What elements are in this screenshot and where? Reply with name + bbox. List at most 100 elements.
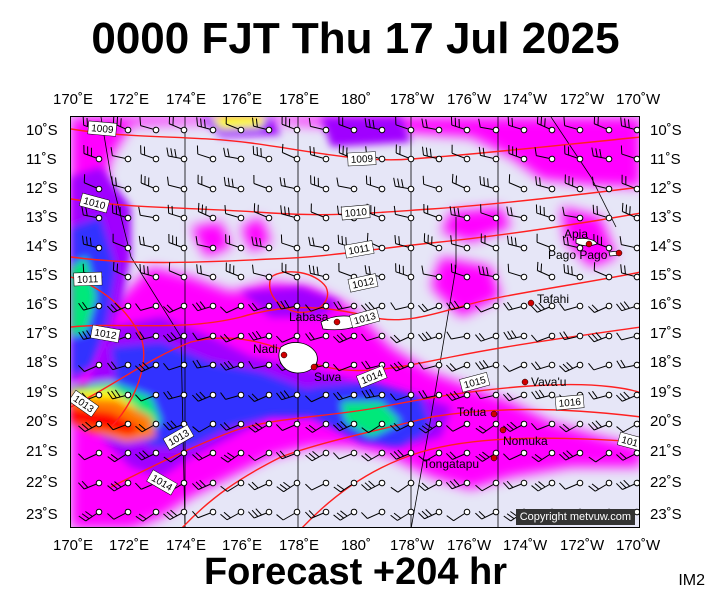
wind-barb (135, 391, 160, 402)
wind-barb (220, 479, 245, 492)
wind-barb (276, 479, 301, 493)
lat-label: 15˚S (650, 267, 682, 284)
wind-barb (508, 174, 528, 193)
forecast-label: Forecast +204 hr (203, 551, 508, 593)
lon-label: 174˚E (166, 537, 207, 554)
pago-pago-marker (615, 249, 623, 257)
wind-barb (616, 359, 639, 369)
tafahi-marker (527, 299, 535, 307)
wind-barb (139, 117, 160, 134)
wind-barb (338, 117, 358, 134)
lat-label: 19˚S (650, 384, 682, 401)
lon-label: 170˚E (53, 91, 94, 108)
wind-barb (248, 479, 273, 491)
wind-barb (393, 205, 415, 222)
wind-barb (196, 145, 217, 163)
copyright-badge: Copyright metvuw.com (515, 509, 635, 525)
wind-barb (588, 302, 613, 313)
wind-barb (503, 361, 528, 372)
weather-map[interactable]: Apia Pago Pago Tafahi Labasa Nadi Suva V… (70, 116, 640, 528)
wind-barb (365, 175, 386, 193)
lon-label: 174˚W (503, 537, 548, 554)
wind-barb (559, 420, 584, 433)
lat-label: 12˚S (26, 180, 58, 197)
wind-barb (531, 361, 556, 371)
wind-barb (83, 174, 103, 193)
wind-barb (78, 420, 103, 432)
wind-barb (111, 176, 132, 193)
wind-barb (503, 449, 528, 461)
wind-barb (564, 174, 584, 193)
wind-barb (535, 176, 556, 193)
wind-barb (107, 361, 132, 371)
wind-barb (479, 176, 500, 193)
wind-barb (390, 449, 415, 460)
wind-barb (621, 174, 639, 193)
lon-label: 176˚W (447, 91, 492, 108)
lat-label: 20˚S (650, 413, 682, 430)
wind-barb (423, 203, 443, 222)
wind-barb (507, 235, 528, 252)
wind-barb (163, 508, 188, 520)
isobar-label: 101 (620, 435, 639, 450)
wind-barb (593, 117, 613, 134)
place-label: Tofua (457, 405, 487, 419)
wind-barb (139, 264, 160, 281)
wind-barb (620, 264, 639, 281)
wind-barb (310, 175, 330, 193)
wind-barb (281, 143, 301, 163)
wind-barb (449, 206, 471, 222)
lon-label: 170˚W (616, 91, 661, 108)
wind-barb (390, 420, 415, 432)
wind-barb (390, 508, 415, 521)
wind-barb (361, 508, 386, 519)
wind-barb (220, 420, 245, 431)
wind-barb (82, 235, 103, 252)
wind-barb (78, 361, 103, 372)
place-label: Pago Pago (548, 248, 608, 262)
wind-barb (252, 145, 273, 163)
wind-barb (309, 146, 330, 163)
nomuka-marker (499, 426, 507, 434)
wind-barb (192, 420, 217, 433)
wind-barb (480, 204, 500, 222)
lat-label: 14˚S (26, 238, 58, 255)
wind-barb (308, 117, 330, 134)
wind-barb (248, 302, 273, 312)
wind-barb (588, 420, 613, 431)
wind-barb (507, 263, 528, 281)
wind-barb (168, 233, 188, 252)
lat-label: 20˚S (26, 413, 58, 430)
wind-barb (563, 264, 584, 281)
wind-barb (111, 204, 132, 222)
wind-barb (167, 204, 188, 222)
wind-barb (418, 361, 443, 370)
wind-barb (450, 117, 471, 134)
lat-label: 16˚S (650, 296, 682, 313)
map-title: 0000 FJT Thu 17 Jul 2025 (91, 14, 620, 63)
lon-label: 180˚ (341, 91, 372, 108)
rain-magenta (561, 207, 616, 267)
wind-barb (534, 147, 556, 163)
lat-label: 22˚S (26, 474, 58, 491)
lat-label: 22˚S (650, 474, 682, 491)
wind-barb (83, 144, 103, 163)
wind-barb (220, 449, 245, 463)
wind-barb (333, 479, 358, 493)
isobar-label: 1010 (344, 207, 368, 220)
wind-barb (276, 508, 301, 521)
isobar-label: 1012 (93, 327, 117, 342)
wind-barb (564, 145, 584, 163)
wind-barb (305, 302, 330, 312)
lat-label: 21˚S (650, 443, 682, 460)
rain-magenta (241, 217, 271, 252)
wind-barb (135, 331, 160, 341)
wind-barb (536, 261, 556, 281)
wind-barb (81, 206, 103, 222)
wind-barb (276, 332, 301, 343)
wind-barb (446, 508, 471, 522)
wind-barb (225, 234, 245, 252)
wind-barb (112, 261, 132, 281)
place-label: Apia (564, 227, 588, 241)
wind-barb (559, 449, 584, 461)
